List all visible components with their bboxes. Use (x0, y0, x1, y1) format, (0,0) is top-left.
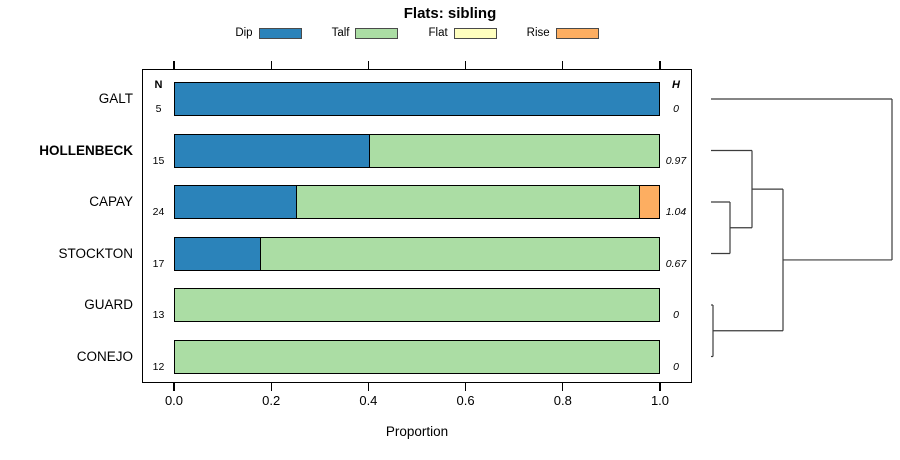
bar-segment-talf (296, 186, 639, 218)
row-label-guard: GUARD (84, 297, 133, 312)
axis-tick-bottom (464, 383, 467, 391)
legend-label: Talf (331, 27, 350, 39)
axis-tick-top (173, 61, 175, 69)
bar-segment-talf (175, 289, 659, 321)
bar-segment-talf (175, 340, 659, 373)
h-value: 0 (673, 103, 679, 115)
legend-swatch-talf (355, 27, 399, 39)
plot-frame (142, 69, 692, 383)
legend-swatch-rise (555, 27, 599, 39)
h-value: 0.67 (665, 257, 687, 270)
bar-segment-rise (638, 186, 659, 218)
n-value: 15 (152, 154, 165, 167)
bar-guard (174, 288, 660, 322)
axis-tick-bottom (562, 383, 564, 391)
axis-tick-top (464, 61, 467, 69)
axis-tick-bottom (173, 383, 175, 391)
axis-tick-top (367, 61, 370, 69)
h-column-header: H (672, 79, 680, 91)
axis-tick-label: 0.8 (553, 393, 572, 408)
legend-item-rise: Rise (527, 27, 599, 39)
bar-segment-dip (175, 134, 369, 167)
x-axis-title: Proportion (385, 424, 449, 439)
h-value: 0 (673, 309, 679, 321)
n-value: 24 (152, 206, 165, 218)
n-value: 13 (152, 309, 165, 321)
legend-item-dip: Dip (235, 27, 302, 39)
axis-tick-label: 0.4 (359, 393, 378, 408)
axis-tick-bottom (367, 383, 370, 391)
axis-tick-top (270, 61, 272, 69)
bar-galt (174, 82, 660, 116)
axis-tick-top (562, 61, 564, 69)
row-label-hollenbeck: HOLLENBECK (39, 142, 133, 158)
legend-swatch-dip (258, 27, 302, 39)
legend-item-flat: Flat (428, 27, 497, 39)
legend: Dip Talf Flat Rise (174, 25, 660, 41)
row-label-capay: CAPAY (89, 194, 133, 209)
legend-swatch-flat (453, 27, 497, 39)
legend-item-talf: Talf (332, 27, 399, 39)
bar-stockton (174, 236, 660, 271)
h-value: 0.97 (665, 154, 687, 167)
n-column-header: N (154, 79, 163, 91)
n-value: 17 (152, 257, 165, 270)
bar-segment-talf (368, 134, 659, 167)
axis-tick-bottom (659, 383, 661, 391)
bar-segment-dip (175, 83, 659, 115)
chart-title: Flats: sibling (403, 5, 497, 22)
row-label-galt: GALT (98, 91, 133, 106)
bar-conejo (174, 339, 660, 374)
n-value: 5 (155, 103, 162, 115)
bar-hollenbeck (174, 133, 660, 168)
h-value: 0 (673, 360, 679, 373)
axis-tick-label: 1.0 (650, 393, 670, 408)
row-label-conejo: CONEJO (76, 348, 133, 364)
axis-tick-bottom (270, 383, 272, 391)
legend-label: Rise (526, 27, 550, 39)
bar-segment-talf (260, 237, 659, 270)
h-value: 1.04 (665, 206, 687, 218)
n-value: 12 (152, 360, 165, 373)
legend-label: Dip (235, 27, 253, 39)
axis-tick-top (659, 61, 661, 69)
axis-tick-label: 0.0 (164, 393, 184, 408)
row-label-stockton: STOCKTON (58, 245, 133, 261)
dendrogram (711, 98, 893, 358)
legend-label: Flat (428, 27, 448, 39)
axis-tick-label: 0.2 (262, 393, 281, 408)
axis-tick-label: 0.6 (456, 393, 475, 408)
bar-capay (174, 185, 660, 219)
bar-segment-dip (175, 237, 261, 270)
bar-segment-dip (175, 186, 296, 218)
